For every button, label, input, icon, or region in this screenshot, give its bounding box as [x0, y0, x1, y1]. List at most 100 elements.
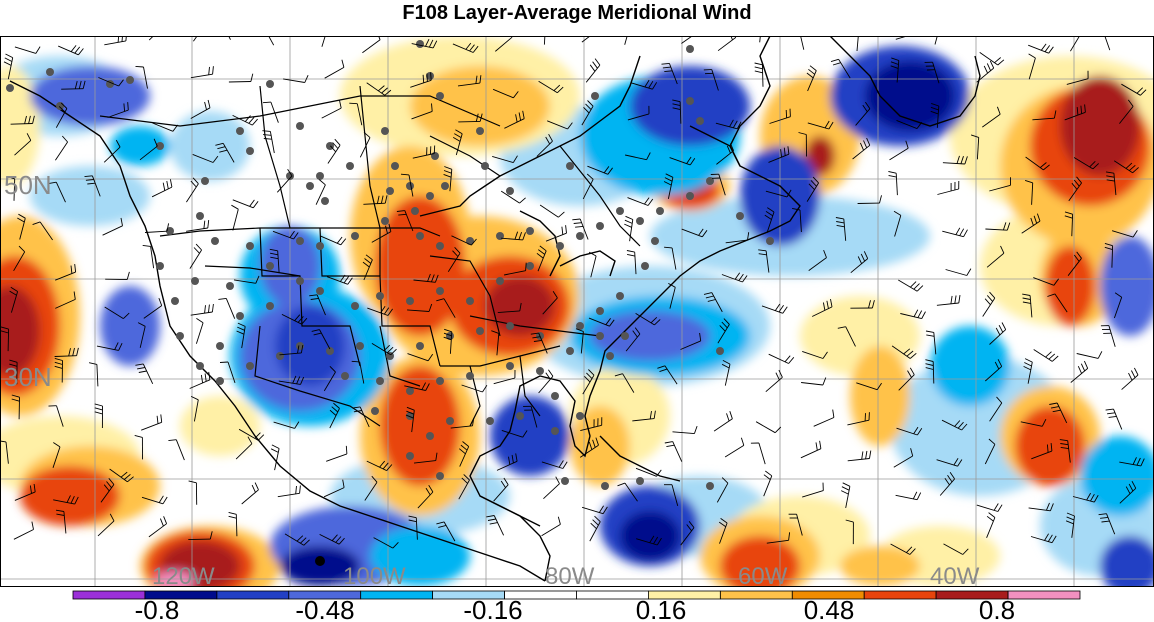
- wind-barb-flag: [1114, 292, 1122, 298]
- wind-barb-flag: [626, 250, 635, 253]
- wind-barb: [761, 64, 764, 87]
- colorbar-tick-label: 0.48: [804, 595, 855, 622]
- wind-barb-flag: [653, 410, 656, 419]
- wind-barb-flag: [810, 180, 817, 187]
- wind-barb-flag: [54, 365, 63, 369]
- wind-barb-flag: [539, 245, 547, 252]
- wind-barb-flag: [764, 214, 772, 220]
- wind-barb-flag: [335, 536, 342, 543]
- wind-barb-flag: [705, 295, 714, 299]
- wind-barb-flag: [950, 295, 953, 304]
- wind-barb-flag: [349, 102, 358, 105]
- wind-barb-flag: [166, 180, 169, 189]
- wind-barb-flag: [296, 535, 304, 542]
- wind-barb-flag: [204, 305, 206, 314]
- wind-barb: [102, 225, 123, 236]
- wind-barb-flag: [444, 166, 452, 170]
- wind-barb-flag: [988, 512, 996, 518]
- colorbar-swatch: [863, 590, 937, 600]
- wind-barb-flag: [190, 180, 197, 188]
- wind-barb-flag: [819, 440, 822, 449]
- wind-barb-flag: [780, 149, 782, 158]
- wind-barb-flag: [10, 286, 18, 292]
- wind-barb-flag: [857, 256, 863, 264]
- wind-barb-flag: [792, 207, 801, 211]
- wind-barb-flag: [686, 524, 692, 532]
- wind-barb: [799, 209, 802, 233]
- wind-barb-flag: [70, 265, 73, 274]
- wind-barb-flag: [1033, 215, 1038, 224]
- wind-barb: [14, 140, 32, 156]
- wind-barb-flag: [472, 417, 475, 426]
- wind-barb: [755, 421, 776, 434]
- wind-barb-flag: [270, 256, 279, 260]
- wind-barb-flag: [661, 62, 670, 65]
- wind-barb-flag: [1001, 322, 1007, 330]
- wind-barb-flag: [319, 179, 326, 186]
- wind-barb-flag: [767, 207, 775, 213]
- wind-barb: [443, 298, 456, 318]
- wind-barb-flag: [400, 173, 410, 176]
- wind-barb-flag: [859, 142, 865, 151]
- wind-barb-flag: [707, 299, 716, 302]
- wind-barb-flag: [365, 254, 373, 261]
- wind-barb-flag: [70, 496, 75, 504]
- wind-barb-flag: [721, 363, 730, 369]
- wind-barb-flag: [545, 136, 551, 145]
- wind-barb-flag: [231, 204, 239, 210]
- wind-barb-flag: [585, 103, 592, 110]
- wind-barb: [671, 484, 679, 507]
- wind-barb-flag: [1060, 443, 1069, 446]
- wind-barb-flag: [219, 361, 229, 363]
- wind-barb-flag: [983, 65, 989, 74]
- wind-barb-flag: [909, 367, 915, 375]
- wind-barb-flag: [219, 149, 228, 153]
- wind-barb: [625, 154, 647, 161]
- wind-barb-flag: [860, 253, 866, 262]
- wind-barb-flag: [518, 112, 522, 121]
- wind-barb: [144, 230, 168, 233]
- wind-barb-flag: [832, 409, 835, 418]
- wind-barb-flag: [454, 246, 461, 254]
- wind-barb-flag: [200, 374, 204, 384]
- wind-barb-flag: [342, 479, 345, 488]
- colorbar-tick-label: 0.8: [979, 595, 1015, 622]
- wind-barb-flag: [1049, 402, 1058, 405]
- wind-barb-flag: [808, 68, 815, 75]
- wind-barb-flag: [561, 226, 564, 235]
- wind-barb-flag: [135, 65, 144, 68]
- wind-barb-flag: [362, 261, 370, 268]
- wind-barb-flag: [74, 264, 77, 273]
- wind-barb-flag: [567, 122, 573, 130]
- wind-barb-flag: [913, 426, 919, 435]
- wind-barb: [845, 326, 856, 347]
- wind-barb-flag: [32, 115, 35, 124]
- wind-barb-flag: [533, 339, 542, 342]
- wind-barb-flag: [657, 365, 666, 369]
- wind-barb-flag: [698, 228, 704, 236]
- wind-barb-flag: [842, 482, 851, 487]
- wind-barb: [580, 331, 584, 354]
- wind-barb-flag: [837, 326, 846, 329]
- wind-barb-flag: [158, 495, 164, 503]
- wind-barb-flag: [588, 251, 597, 257]
- wind-barb-flag: [9, 290, 17, 296]
- wind-barb-flag: [861, 451, 864, 460]
- wind-barb-flag: [248, 117, 255, 124]
- wind-barb-flag: [754, 66, 763, 70]
- colorbar-swatch: [720, 590, 793, 600]
- wind-barb-flag: [3, 61, 12, 66]
- wind-barb-flag: [823, 249, 827, 258]
- wind-barb-flag: [345, 445, 348, 454]
- wind-barb-flag: [522, 430, 528, 438]
- wind-barb: [52, 446, 61, 468]
- wind-barb: [669, 287, 676, 309]
- wind-barb-flag: [624, 219, 633, 224]
- wind-barb-flag: [252, 201, 259, 209]
- wind-barb: [13, 178, 16, 201]
- wind-barb-flag: [208, 371, 211, 380]
- wind-barb-flag: [1129, 164, 1136, 171]
- wind-barb-flag: [956, 155, 960, 164]
- wind-barb-flag: [11, 398, 20, 402]
- wind-barb: [1070, 36, 1081, 52]
